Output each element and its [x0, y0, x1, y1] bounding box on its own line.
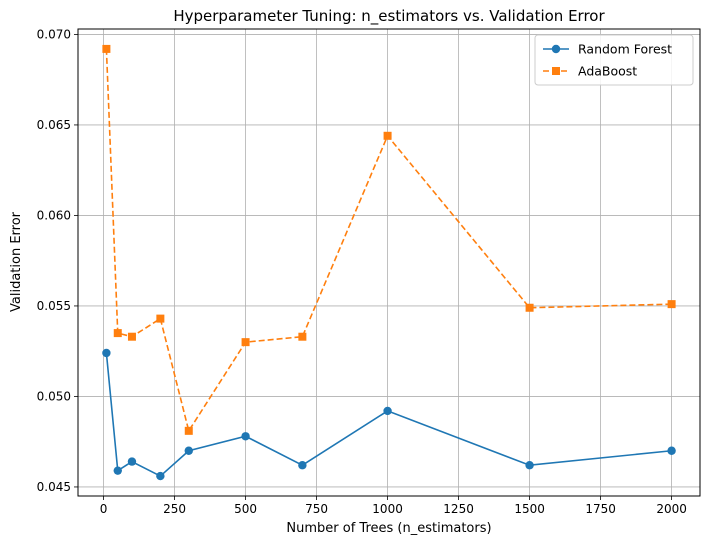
random-forest-point: [102, 348, 111, 358]
x-tick-label: 1750: [585, 502, 616, 516]
random-forest-point: [298, 461, 307, 470]
adaboost-point: [667, 300, 676, 309]
y-axis-label: Validation Error: [9, 211, 24, 312]
random-forest-point: [184, 446, 193, 455]
adaboost-point: [298, 332, 307, 341]
adaboost-line: [105, 48, 672, 433]
random-forest-point: [241, 432, 250, 441]
random-forest-point: [113, 466, 122, 475]
x-tick-label: 750: [305, 502, 328, 516]
chart-title: Hyperparameter Tuning: n_estimators vs. …: [173, 7, 605, 26]
adaboost-point: [113, 329, 122, 338]
random-forest-point: [667, 446, 676, 455]
random-forest-point: [383, 406, 392, 416]
grid: [78, 29, 700, 496]
random-forest-line: [105, 352, 672, 478]
adaboost-point: [102, 44, 111, 53]
legend: Random Forest AdaBoost: [534, 34, 694, 86]
x-tick-label: 1250: [443, 502, 474, 516]
x-tick-label: 2000: [656, 502, 687, 516]
series-markers: [102, 44, 676, 481]
legend-box: [534, 34, 694, 86]
y-tick-label: 0.055: [37, 299, 71, 313]
legend-marker-random-forest: [551, 44, 561, 54]
y-tick-label: 0.070: [37, 27, 71, 41]
legend-label-adaboost: AdaBoost: [578, 64, 637, 79]
x-axis-ticks: 0 250 500 750 1000 1250 1500 1750 2000: [100, 496, 687, 516]
legend-label-random-forest: Random Forest: [578, 42, 672, 57]
adaboost-point: [184, 426, 193, 435]
x-tick-label: 500: [234, 502, 257, 516]
x-tick-label: 0: [100, 502, 108, 516]
series-lines: [105, 48, 672, 478]
x-tick-label: 1000: [372, 502, 403, 516]
random-forest-point: [127, 457, 137, 466]
adaboost-point: [525, 303, 534, 312]
y-tick-label: 0.065: [37, 118, 71, 132]
y-axis-ticks: 0.045 0.050 0.055 0.060 0.065 0.070: [37, 27, 78, 494]
y-tick-label: 0.060: [37, 208, 71, 222]
legend-marker-adaboost: [552, 67, 560, 75]
adaboost-point: [127, 332, 136, 341]
plot-frame: [77, 28, 701, 497]
x-axis-label: Number of Trees (n_estimators): [286, 521, 491, 536]
random-forest-point: [156, 471, 165, 481]
adaboost-point: [383, 131, 392, 140]
adaboost-point: [241, 338, 250, 347]
y-tick-label: 0.045: [37, 480, 71, 494]
x-tick-label: 250: [163, 502, 186, 516]
adaboost-point: [156, 314, 165, 323]
y-tick-label: 0.050: [37, 389, 71, 403]
x-tick-label: 1500: [514, 502, 545, 516]
random-forest-point: [525, 461, 534, 470]
